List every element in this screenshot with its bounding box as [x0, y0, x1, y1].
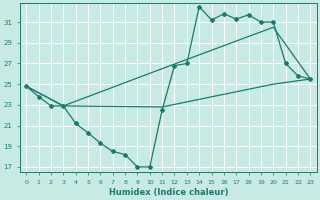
- X-axis label: Humidex (Indice chaleur): Humidex (Indice chaleur): [108, 188, 228, 197]
